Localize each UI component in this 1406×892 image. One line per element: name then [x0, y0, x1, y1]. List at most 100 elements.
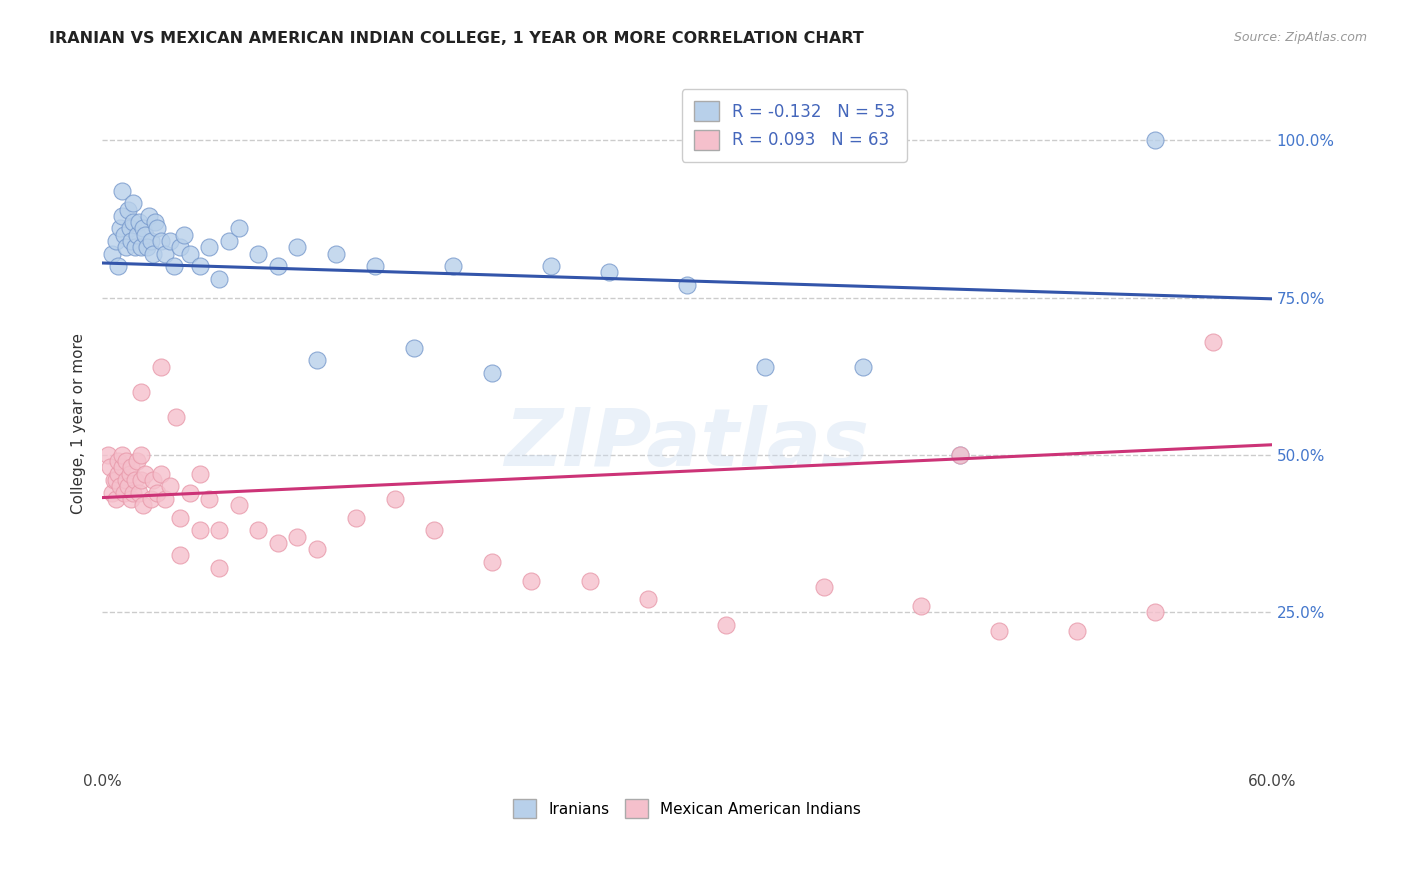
Point: [179, 246, 201, 260]
Point: [132, 498, 155, 512]
Point: [134, 227, 156, 242]
Point: [139, 234, 162, 248]
Point: [122, 215, 145, 229]
Point: [146, 485, 169, 500]
Point: [163, 259, 186, 273]
Point: [104, 473, 127, 487]
Point: [179, 485, 201, 500]
Point: [305, 542, 328, 557]
Text: Source: ZipAtlas.com: Source: ZipAtlas.com: [1233, 31, 1367, 45]
Point: [325, 246, 347, 260]
Point: [118, 467, 141, 481]
Point: [138, 209, 160, 223]
Point: [714, 617, 737, 632]
Point: [169, 240, 191, 254]
Point: [120, 234, 142, 248]
Point: [143, 215, 166, 229]
Point: [97, 448, 120, 462]
Point: [247, 246, 270, 260]
Point: [111, 184, 134, 198]
Point: [104, 234, 127, 248]
Point: [153, 246, 176, 260]
Point: [228, 221, 250, 235]
Point: [188, 259, 211, 273]
Point: [266, 536, 288, 550]
Point: [114, 473, 136, 487]
Point: [124, 473, 146, 487]
Point: [208, 524, 231, 538]
Legend: Iranians, Mexican American Indians: Iranians, Mexican American Indians: [508, 793, 868, 824]
Point: [124, 240, 146, 254]
Point: [127, 454, 149, 468]
Point: [404, 341, 426, 355]
Point: [128, 485, 150, 500]
Text: ZIPatlas: ZIPatlas: [505, 405, 869, 483]
Point: [169, 510, 191, 524]
Point: [578, 574, 600, 588]
Point: [153, 491, 176, 506]
Point: [813, 580, 835, 594]
Point: [247, 524, 270, 538]
Point: [129, 240, 152, 254]
Point: [120, 491, 142, 506]
Point: [111, 460, 134, 475]
Point: [754, 359, 776, 374]
Point: [988, 624, 1011, 638]
Point: [441, 259, 464, 273]
Point: [949, 448, 972, 462]
Point: [108, 221, 131, 235]
Point: [107, 467, 129, 481]
Point: [114, 454, 136, 468]
Point: [266, 259, 288, 273]
Point: [104, 491, 127, 506]
Point: [149, 234, 172, 248]
Point: [637, 592, 659, 607]
Point: [228, 498, 250, 512]
Point: [114, 240, 136, 254]
Point: [208, 271, 231, 285]
Point: [520, 574, 543, 588]
Point: [101, 246, 124, 260]
Point: [112, 485, 135, 500]
Point: [117, 479, 139, 493]
Point: [540, 259, 562, 273]
Point: [103, 473, 125, 487]
Point: [111, 209, 134, 223]
Text: IRANIAN VS MEXICAN AMERICAN INDIAN COLLEGE, 1 YEAR OR MORE CORRELATION CHART: IRANIAN VS MEXICAN AMERICAN INDIAN COLLE…: [49, 31, 863, 46]
Point: [118, 221, 141, 235]
Point: [129, 473, 152, 487]
Point: [132, 221, 155, 235]
Point: [949, 448, 972, 462]
Point: [208, 561, 231, 575]
Point: [107, 454, 129, 468]
Point: [112, 227, 135, 242]
Point: [188, 467, 211, 481]
Point: [285, 530, 308, 544]
Point: [481, 555, 503, 569]
Point: [101, 485, 124, 500]
Point: [1066, 624, 1088, 638]
Point: [111, 448, 134, 462]
Point: [129, 448, 152, 462]
Point: [139, 491, 162, 506]
Point: [129, 384, 152, 399]
Point: [188, 524, 211, 538]
Point: [159, 234, 181, 248]
Point: [198, 491, 221, 506]
Point: [305, 353, 328, 368]
Point: [598, 265, 620, 279]
Point: [117, 202, 139, 217]
Point: [149, 467, 172, 481]
Point: [134, 467, 156, 481]
Point: [851, 359, 873, 374]
Point: [481, 366, 503, 380]
Point: [122, 485, 145, 500]
Point: [128, 215, 150, 229]
Point: [910, 599, 932, 613]
Point: [136, 240, 159, 254]
Point: [173, 227, 195, 242]
Point: [1202, 334, 1225, 349]
Point: [169, 549, 191, 563]
Point: [127, 227, 149, 242]
Point: [218, 234, 240, 248]
